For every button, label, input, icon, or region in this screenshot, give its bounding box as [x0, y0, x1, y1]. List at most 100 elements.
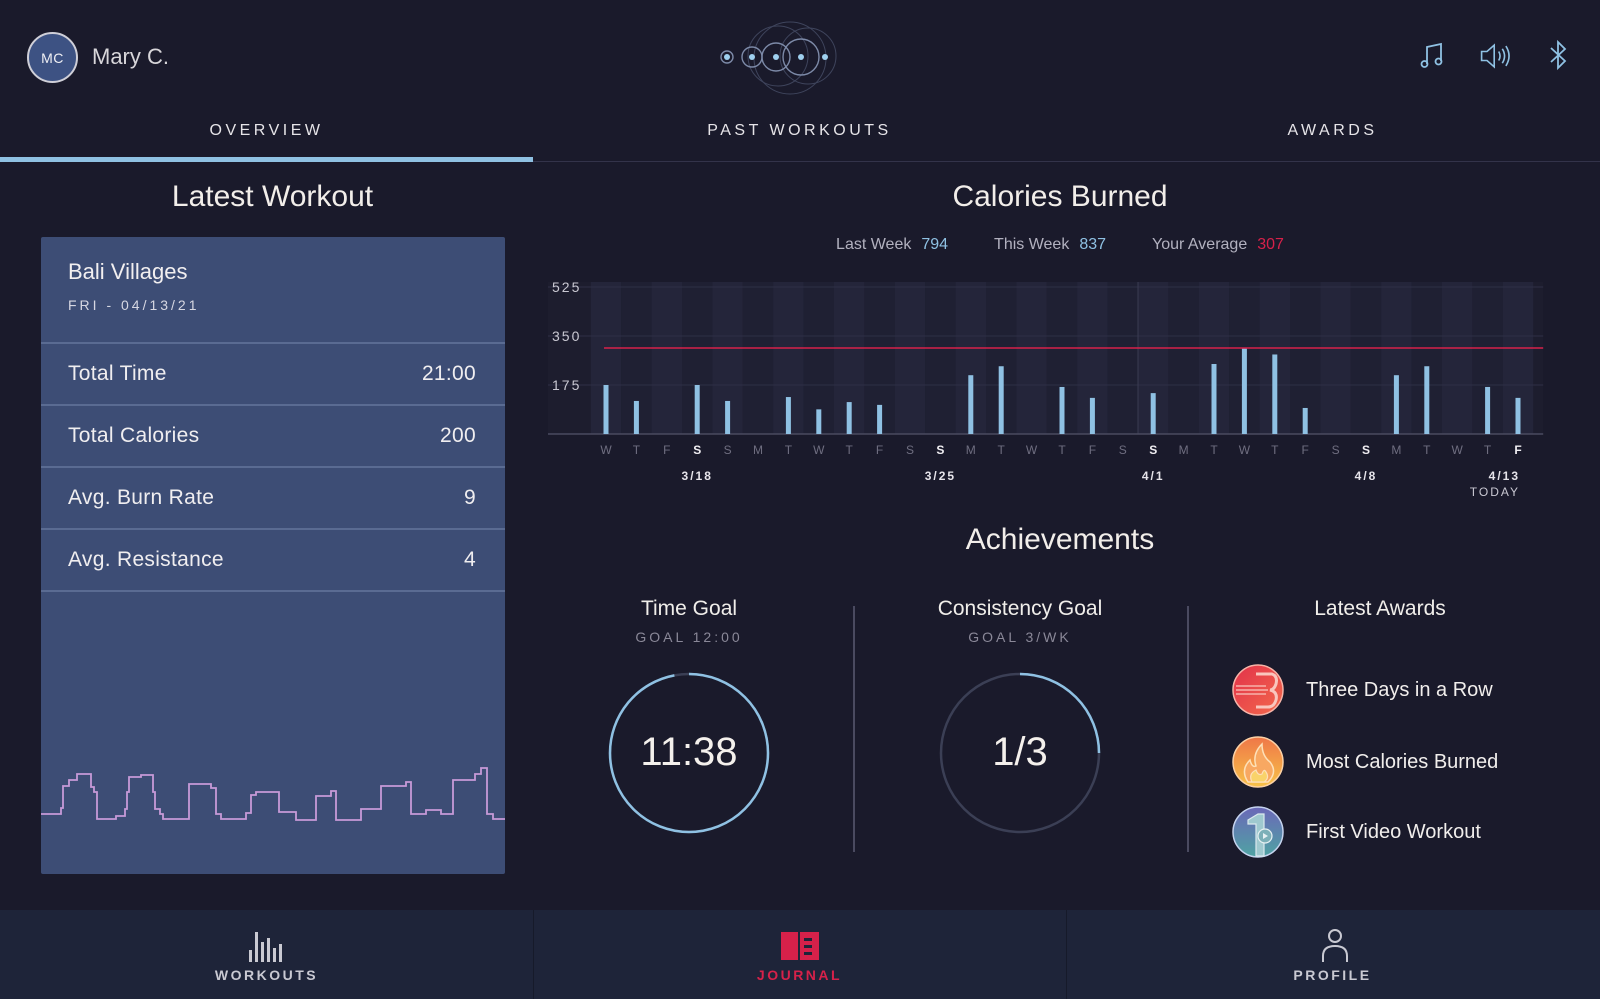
latest-workout-card[interactable]: Bali Villages FRI - 04/13/21 Total Time … — [41, 237, 505, 874]
achievements-title: Achievements — [965, 523, 1155, 556]
x-tick-label: W — [1239, 443, 1251, 457]
x-tick-label: S — [906, 443, 914, 457]
tab-awards[interactable]: AWARDS — [1287, 122, 1378, 139]
date-label: 4/8 — [1355, 469, 1378, 483]
x-tick-label: S — [1119, 443, 1127, 457]
achievements-divider — [1187, 606, 1189, 852]
stat-your-average: Your Average 307 — [1152, 236, 1284, 254]
x-tick-label: S — [936, 443, 944, 457]
time-goal-header: Time Goal GOAL 12:00 — [589, 597, 789, 645]
nav-profile[interactable]: PROFILE — [1066, 910, 1599, 999]
bar — [998, 366, 1004, 434]
music-note-icon[interactable] — [1414, 38, 1450, 74]
day-column — [1016, 282, 1047, 434]
workout-name: Bali Villages — [68, 259, 188, 284]
consistency-goal-header: Consistency Goal GOAL 3/WK — [920, 597, 1120, 645]
first-video-badge-icon — [1232, 806, 1284, 858]
time-goal-ring[interactable] — [604, 668, 774, 838]
bar — [785, 397, 791, 434]
bar — [1059, 386, 1065, 434]
day-column — [1168, 282, 1199, 434]
calories-burned-title: Calories Burned — [952, 180, 1168, 213]
day-column — [894, 282, 926, 434]
person-icon — [1322, 929, 1348, 962]
x-tick-label: F — [1514, 443, 1521, 457]
date-label: 4/13 — [1489, 469, 1520, 483]
resistance-profile-graph — [41, 767, 505, 821]
stat-label: Your Average — [1152, 236, 1248, 253]
x-tick-label: T — [1058, 443, 1066, 457]
bar — [877, 404, 883, 434]
x-tick-label: T — [1271, 443, 1279, 457]
day-column — [651, 282, 682, 434]
award-item[interactable]: Most Calories Burned — [1232, 734, 1498, 790]
bottom-nav: WORKOUTS JOURNAL PROFILE — [0, 910, 1600, 999]
journal-icon — [781, 932, 819, 960]
x-tick-label: M — [753, 443, 763, 457]
top-tabs: OVERVIEW PAST WORKOUTS AWARDS — [0, 100, 1600, 162]
bar — [968, 375, 974, 434]
date-label: 4/1 — [1142, 469, 1165, 483]
stat-label: This Week — [994, 236, 1070, 253]
tab-overview[interactable]: OVERVIEW — [209, 122, 324, 139]
x-tick-label: W — [1026, 443, 1038, 457]
achievements-divider — [853, 606, 855, 852]
nav-workouts[interactable]: WORKOUTS — [0, 910, 533, 999]
x-tick-label: S — [1149, 443, 1157, 457]
time-goal-value: 11:38 — [640, 730, 738, 774]
bar-chart-icon — [249, 932, 282, 962]
x-tick-label: W — [1452, 443, 1464, 457]
time-goal-title: Time Goal — [640, 597, 738, 620]
volume-icon[interactable] — [1478, 38, 1514, 74]
x-tick-label: F — [1302, 443, 1309, 457]
calories-bar-chart[interactable]: 175 350 525 W T F S S M T W T F S S M T W T F S S M T W T F S S M T W T F… — [548, 282, 1560, 502]
award-name: First Video Workout — [1306, 820, 1481, 843]
avatar[interactable]: MC — [27, 32, 78, 83]
time-goal-subtitle: GOAL 12:00 — [635, 629, 743, 645]
day-column — [742, 282, 774, 434]
x-tick-label: M — [1179, 443, 1189, 457]
stat-label: Avg. Resistance — [68, 548, 224, 571]
stat-value: 837 — [1079, 236, 1107, 253]
bar — [1515, 397, 1521, 434]
ring-progress — [608, 672, 770, 834]
x-tick-label: T — [633, 443, 641, 457]
x-tick-label: M — [966, 443, 976, 457]
bar — [633, 400, 639, 434]
resistance-profile-line — [41, 767, 505, 821]
three-days-badge-icon — [1232, 664, 1284, 716]
bar — [816, 409, 822, 434]
bar — [694, 385, 700, 434]
latest-workout-title: Latest Workout — [171, 180, 374, 213]
bar — [603, 385, 609, 434]
nav-journal[interactable]: JOURNAL — [533, 910, 1066, 999]
bluetooth-icon[interactable] — [1540, 38, 1576, 74]
ring-progress — [939, 672, 1101, 834]
x-tick-label: W — [600, 443, 612, 457]
x-tick-label: S — [1362, 443, 1370, 457]
calories-stats: Last Week 794 This Week 837 Your Average 30… — [560, 236, 1560, 254]
day-column — [1107, 282, 1138, 434]
x-tick-label: F — [663, 443, 670, 457]
bar — [1393, 375, 1399, 434]
y-tick-label: 525 — [552, 282, 581, 295]
award-name: Three Days in a Row — [1306, 678, 1493, 701]
x-tick-label: T — [1484, 443, 1492, 457]
latest-awards-title: Latest Awards — [1314, 597, 1446, 620]
x-tick-label: T — [1210, 443, 1218, 457]
nav-label: JOURNAL — [756, 967, 843, 983]
bar — [1211, 364, 1217, 434]
active-tab-indicator — [0, 157, 533, 162]
y-tick-label: 175 — [552, 377, 581, 393]
x-tick-label: F — [1089, 443, 1096, 457]
award-item[interactable]: First Video Workout — [1232, 804, 1481, 860]
tab-past-workouts[interactable]: PAST WORKOUTS — [707, 122, 892, 139]
consistency-goal-title: Consistency Goal — [937, 597, 1103, 620]
stat-label: Last Week — [836, 236, 912, 253]
stat-label: Avg. Burn Rate — [68, 486, 215, 509]
consistency-goal-ring[interactable] — [935, 668, 1105, 838]
stat-row-total-calories: Total Calories 200 — [41, 406, 505, 468]
x-tick-label: S — [1332, 443, 1340, 457]
x-tick-label: T — [998, 443, 1006, 457]
award-item[interactable]: Three Days in a Row — [1232, 662, 1493, 718]
